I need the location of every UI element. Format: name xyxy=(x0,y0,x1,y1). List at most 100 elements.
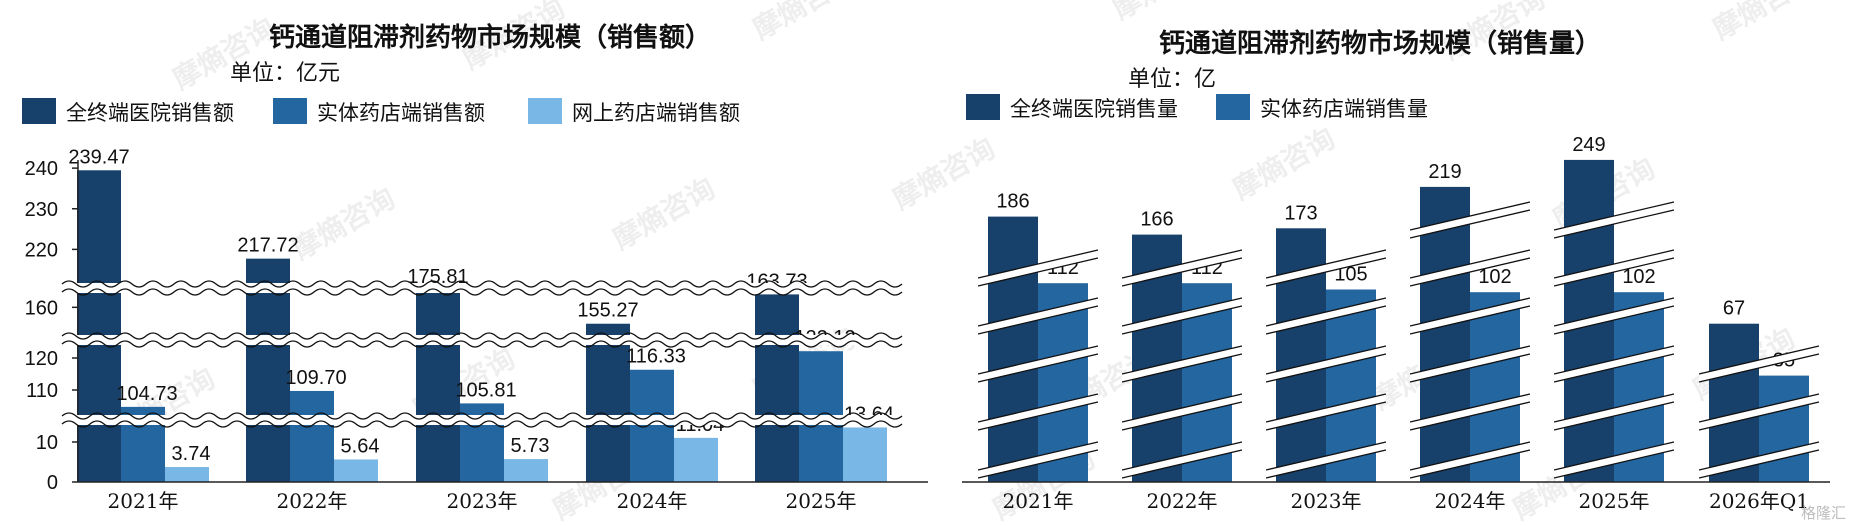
axis-break-line xyxy=(977,257,1099,287)
axis-break-band xyxy=(1266,394,1386,430)
axis-break-band xyxy=(1122,442,1242,478)
axis-break-band xyxy=(978,298,1098,334)
axis-break-band xyxy=(1266,250,1386,286)
axis-break-line xyxy=(1553,401,1675,431)
data-label: 5.73 xyxy=(511,435,550,457)
x-tick-label: 2025年 xyxy=(1579,489,1650,513)
data-bar xyxy=(988,216,1038,482)
axis-break-line xyxy=(1409,201,1531,231)
axis-break-line xyxy=(1409,345,1531,375)
axis-break-band xyxy=(1554,346,1674,382)
data-label: 217.72 xyxy=(237,235,298,257)
axis-break-line xyxy=(1409,209,1531,239)
data-label: 105.81 xyxy=(455,379,516,401)
data-bar xyxy=(504,459,548,482)
axis-break-line xyxy=(1121,401,1243,431)
right-chart-x-axis: 2021年 2022年 2023年 2024年 2025年 2026年Q1 xyxy=(962,481,1830,513)
y-tick-label: 160 xyxy=(25,297,58,319)
right-chart-title: 钙通道阻滞剂药物市场规模（销售量） xyxy=(1159,28,1601,59)
watermark-text: 摩熵咨询 xyxy=(287,181,400,265)
watermark-text: 摩熵咨询 xyxy=(607,171,720,255)
data-label: 116.33 xyxy=(626,346,686,368)
axis-break-band xyxy=(1410,346,1530,382)
axis-break-line xyxy=(1265,441,1387,471)
y-tick-label: 110 xyxy=(26,380,58,402)
axis-break-band xyxy=(1554,202,1674,238)
axis-break-line xyxy=(1409,393,1531,423)
data-label: 175.81 xyxy=(407,266,468,288)
axis-break-line xyxy=(61,340,903,348)
axis-break-band xyxy=(1699,346,1819,382)
axis-break-line xyxy=(1409,353,1531,383)
axis-break-band xyxy=(1410,202,1530,238)
axis-break-band xyxy=(1554,394,1674,430)
axis-break-line xyxy=(977,249,1099,279)
axis-break-line xyxy=(1698,393,1820,423)
axis-break-line xyxy=(1265,249,1387,279)
right-chart-legend: 全终端医院销售量 实体药店端销售量 xyxy=(966,94,1428,121)
axis-break-line xyxy=(1409,305,1531,335)
data-label: 3.74 xyxy=(172,443,211,465)
axis-break-line xyxy=(1121,345,1243,375)
legend-swatch xyxy=(273,98,307,124)
axis-break-line xyxy=(1409,401,1531,431)
axis-break-line xyxy=(1121,441,1243,471)
axis-break-line xyxy=(1698,441,1820,471)
axis-break-line xyxy=(1265,401,1387,431)
y-tick-label: 240 xyxy=(25,158,58,180)
legend-swatch xyxy=(1216,94,1250,120)
left-chart-subtitle: 单位：亿元 xyxy=(230,61,340,86)
axis-break-band xyxy=(1699,442,1819,478)
x-tick-label: 2024年 xyxy=(1435,489,1506,513)
data-bar xyxy=(165,467,209,482)
right-chart-bars: 1861121661121731052191022491026735 xyxy=(977,134,1820,482)
axis-break-line xyxy=(1698,353,1820,383)
axis-break-line xyxy=(61,288,903,296)
data-bar xyxy=(843,427,887,482)
data-bar xyxy=(755,294,799,482)
axis-break-band xyxy=(1410,394,1530,430)
data-bar xyxy=(1759,375,1809,482)
data-bar xyxy=(334,459,378,482)
watermark-text: 摩熵咨询 xyxy=(1227,121,1340,205)
axis-break-line xyxy=(977,449,1099,479)
axis-break-line xyxy=(1121,393,1243,423)
x-tick-label: 2023年 xyxy=(1291,489,1362,513)
axis-break-line xyxy=(61,420,903,428)
axis-break-line xyxy=(1553,441,1675,471)
axis-break-band xyxy=(1554,298,1674,334)
axis-break-line xyxy=(977,353,1099,383)
legend-swatch xyxy=(528,98,562,124)
data-bar xyxy=(1420,186,1470,482)
x-tick-label: 2023年 xyxy=(447,489,518,513)
data-bar xyxy=(1709,323,1759,482)
data-label: 109.70 xyxy=(285,367,346,389)
axis-break-line xyxy=(61,412,903,420)
axis-break-line xyxy=(1121,449,1243,479)
axis-break-line xyxy=(1265,257,1387,287)
data-label: 249 xyxy=(1572,134,1605,156)
axis-break-band xyxy=(1699,394,1819,430)
data-label: 166 xyxy=(1140,209,1173,231)
axis-break-line xyxy=(1553,449,1675,479)
axis-break-line xyxy=(1265,393,1387,423)
y-tick-label: 0 xyxy=(47,472,58,494)
data-label: 155.27 xyxy=(577,300,638,322)
legend-label: 全终端医院销售量 xyxy=(1010,97,1178,121)
axis-break-line xyxy=(1265,297,1387,327)
axis-break-line xyxy=(977,345,1099,375)
axis-break-band xyxy=(1554,442,1674,478)
y-tick-label: 10 xyxy=(36,432,58,454)
x-tick-label: 2026年Q1 xyxy=(1709,489,1809,513)
watermark-text: 摩熵咨询 xyxy=(1107,0,1220,25)
axis-break-line xyxy=(1121,257,1243,287)
axis-break-line xyxy=(61,280,903,288)
axis-break-line xyxy=(1553,345,1675,375)
data-label: 102 xyxy=(1622,266,1655,288)
axis-break-line xyxy=(1698,401,1820,431)
axis-break-line xyxy=(977,297,1099,327)
x-tick-label: 2022年 xyxy=(277,489,348,513)
axis-break-line xyxy=(1553,393,1675,423)
left-chart-x-axis: 2021年 2022年 2023年 2024年 2025年 xyxy=(108,489,857,513)
